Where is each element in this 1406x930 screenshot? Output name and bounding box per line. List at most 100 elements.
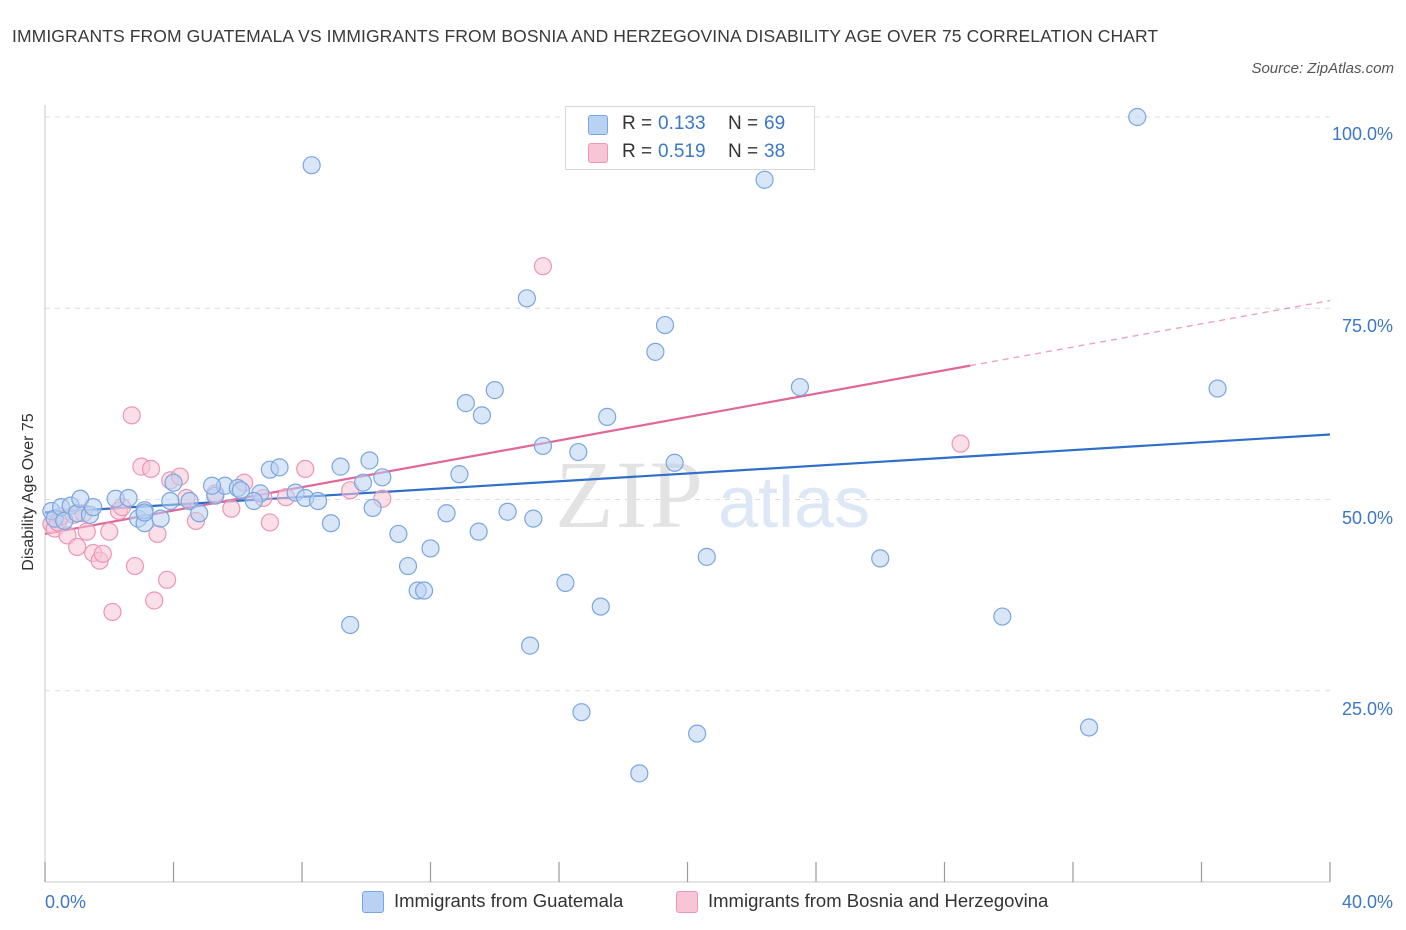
data-point-guatemala: [1079, 718, 1099, 737]
data-point-bosnia: [145, 591, 164, 610]
legend-n-label: N =: [728, 141, 759, 162]
data-point-guatemala: [556, 573, 575, 592]
data-point-guatemala: [630, 764, 649, 783]
data-point-guatemala: [520, 636, 540, 655]
stats-legend: R = 0.133 N = 69 R = 0.519 N = 38: [565, 106, 815, 170]
data-point-guatemala: [646, 342, 665, 361]
y-axis-label: Disability Age Over 75: [20, 413, 37, 571]
data-point-guatemala: [755, 170, 774, 189]
data-point-guatemala: [598, 407, 617, 426]
chart-source: Source: ZipAtlas.com: [1251, 60, 1394, 77]
data-point-bosnia: [103, 602, 122, 622]
data-point-guatemala: [688, 724, 707, 743]
data-point-guatemala: [363, 498, 382, 518]
data-point-guatemala: [398, 556, 418, 576]
data-point-guatemala: [389, 524, 408, 544]
data-point-guatemala: [1128, 107, 1147, 127]
data-point-guatemala: [360, 451, 379, 470]
data-point-guatemala: [469, 522, 488, 541]
data-point-bosnia: [157, 570, 177, 589]
data-point-guatemala: [450, 465, 469, 484]
data-point-guatemala: [1208, 379, 1227, 398]
data-point-guatemala: [533, 436, 553, 456]
data-point-guatemala: [164, 473, 183, 492]
data-point-guatemala: [517, 289, 536, 308]
data-point-guatemala: [569, 442, 588, 462]
data-point-guatemala: [472, 406, 491, 425]
y-tick-label-50: 50.0%: [1342, 508, 1393, 528]
data-point-guatemala: [231, 481, 251, 500]
watermark-atlas: atlas: [718, 463, 870, 543]
data-point-guatemala: [697, 547, 716, 566]
data-point-guatemala: [456, 394, 475, 413]
legend-r-value-guatemala: 0.133: [658, 113, 706, 134]
data-point-guatemala: [321, 514, 341, 533]
data-point-guatemala: [572, 703, 591, 722]
data-point-guatemala: [84, 498, 103, 517]
data-point-guatemala: [270, 458, 289, 477]
data-point-guatemala: [244, 491, 263, 511]
data-point-bosnia: [122, 406, 141, 425]
x-tick-label-max: 40.0%: [1342, 892, 1393, 912]
legend-n-label: N =: [728, 113, 759, 134]
data-point-bosnia: [125, 556, 145, 576]
bottom-legend-swatch-guatemala: [362, 891, 384, 913]
data-point-guatemala: [665, 453, 684, 472]
y-tick-label-100: 100.0%: [1332, 124, 1393, 144]
grid-lines: [45, 116, 1330, 692]
legend-swatch-bosnia: [588, 143, 608, 163]
data-point-bosnia: [951, 434, 970, 453]
data-point-bosnia: [260, 513, 279, 532]
data-point-guatemala: [591, 597, 610, 616]
data-point-guatemala: [421, 539, 440, 558]
data-point-guatemala: [190, 504, 209, 523]
data-point-bosnia: [100, 522, 119, 541]
legend-n-value-guatemala: 69: [764, 113, 786, 134]
legend-r-label: R =: [622, 141, 653, 162]
data-point-bosnia: [93, 544, 112, 563]
data-point-guatemala: [180, 491, 199, 511]
data-point-guatemala: [119, 488, 138, 508]
data-point-guatemala: [161, 491, 180, 511]
axes: [44, 105, 1331, 883]
data-point-guatemala: [331, 457, 350, 476]
data-point-bosnia: [222, 499, 241, 518]
legend-r-label: R =: [622, 113, 653, 134]
data-point-bosnia: [77, 522, 96, 541]
data-point-guatemala: [993, 607, 1012, 626]
y-tick-label-75: 75.0%: [1342, 316, 1393, 336]
data-point-guatemala: [341, 615, 360, 635]
data-point-bosnia: [296, 459, 315, 478]
data-point-guatemala: [308, 491, 328, 511]
x-tick-label-min: 0.0%: [45, 892, 86, 912]
data-point-guatemala: [485, 381, 504, 400]
y-tick-label-25: 25.0%: [1342, 699, 1393, 719]
legend-swatch-guatemala: [588, 115, 608, 135]
data-point-guatemala: [524, 509, 543, 528]
data-point-guatemala: [871, 549, 890, 568]
data-points: [42, 107, 1227, 783]
data-point-guatemala: [151, 509, 170, 528]
data-point-guatemala: [135, 503, 154, 522]
data-point-guatemala: [655, 315, 675, 335]
bottom-legend-label-guatemala: Immigrants from Guatemala: [394, 890, 624, 911]
legend-n-value-bosnia: 38: [764, 141, 786, 162]
data-point-guatemala: [373, 468, 392, 487]
data-point-bosnia: [533, 257, 553, 276]
data-point-guatemala: [790, 377, 810, 397]
data-point-bosnia: [141, 459, 161, 478]
bottom-legend-label-bosnia: Immigrants from Bosnia and Herzegovina: [708, 890, 1049, 911]
data-point-guatemala: [202, 476, 222, 495]
data-point-guatemala: [414, 581, 434, 600]
chart-title: IMMIGRANTS FROM GUATEMALA VS IMMIGRANTS …: [12, 26, 1159, 46]
legend-r-value-bosnia: 0.519: [658, 141, 706, 162]
data-point-guatemala: [353, 473, 373, 492]
watermark: ZIP atlas: [555, 441, 870, 548]
data-point-bosnia: [68, 537, 87, 557]
data-point-guatemala: [498, 502, 517, 521]
bottom-legend-swatch-bosnia: [676, 891, 698, 913]
trend-line-bosnia-extension: [970, 299, 1331, 367]
tick-labels: 25.0% 50.0% 75.0% 100.0% 0.0% 40.0% Disa…: [20, 124, 1393, 912]
data-point-guatemala: [302, 156, 321, 175]
